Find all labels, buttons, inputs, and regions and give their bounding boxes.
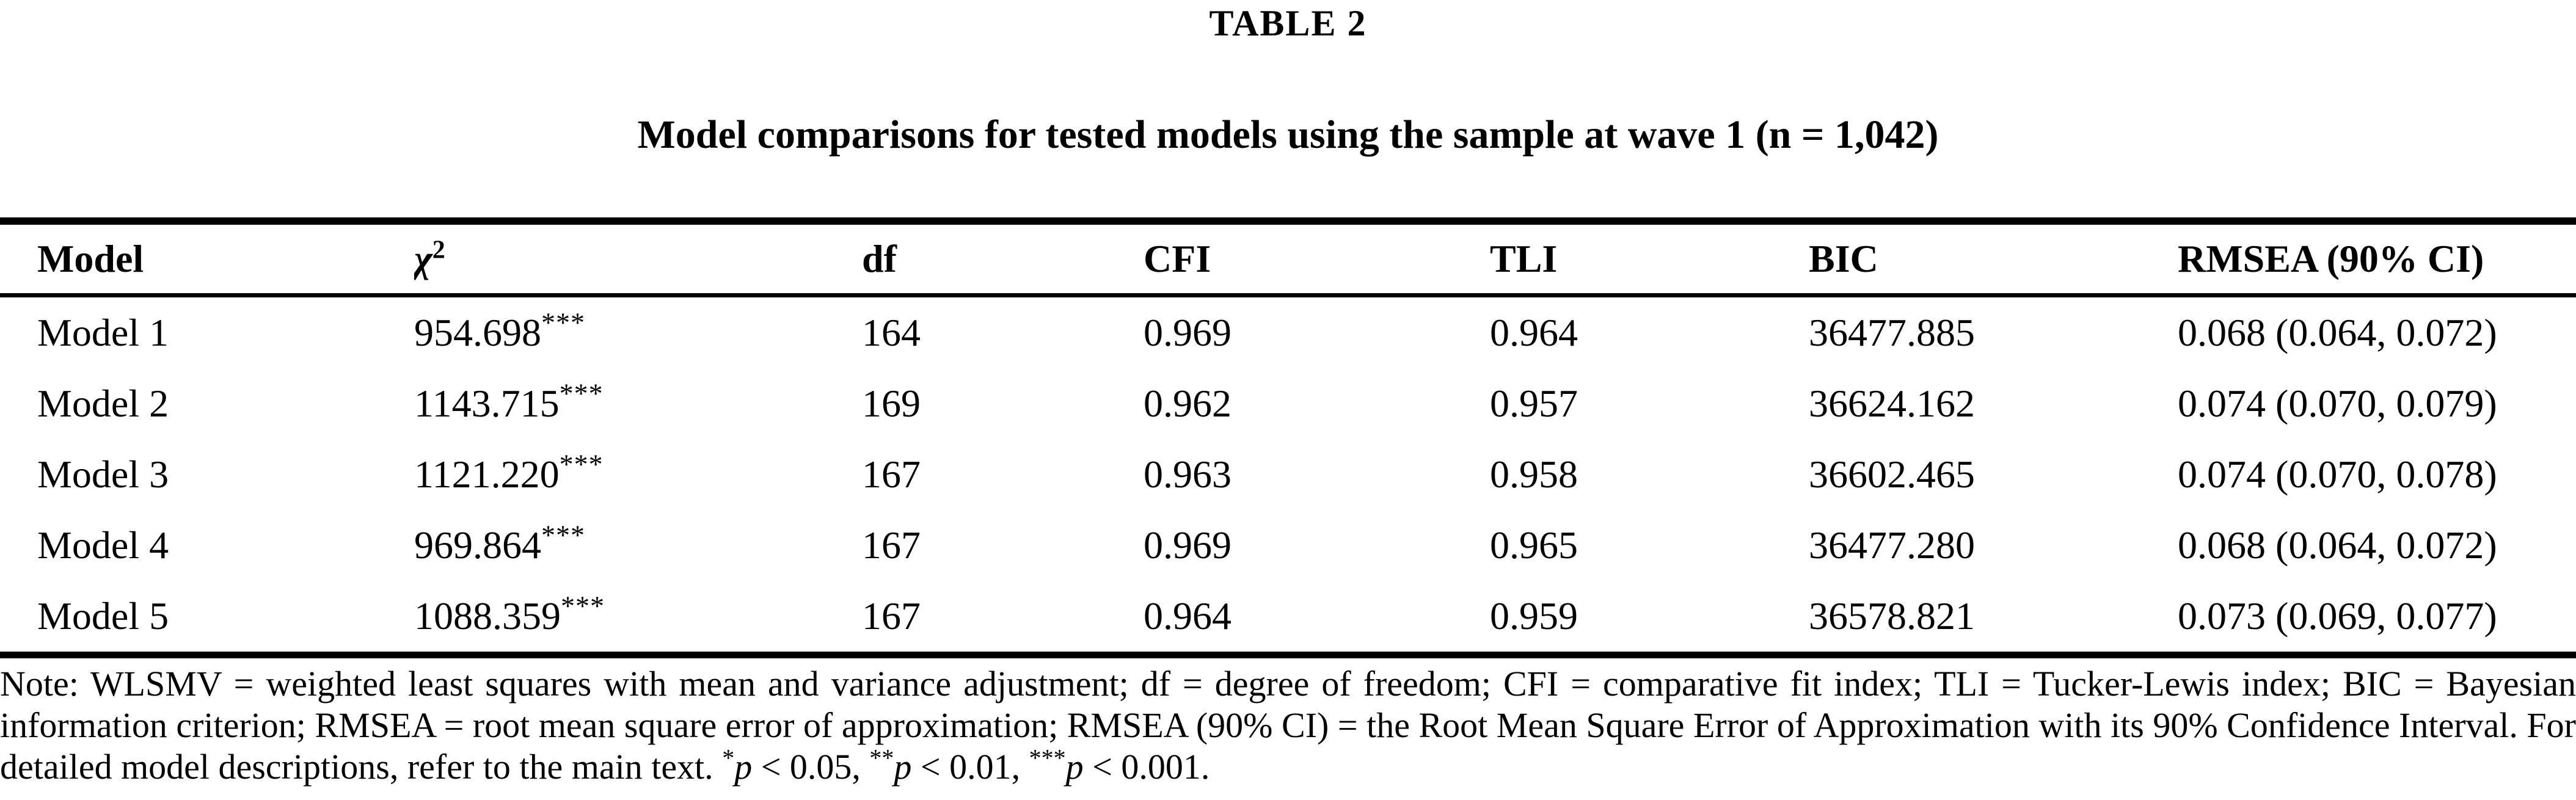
cell-model: Model 4 [37,523,169,567]
cell-bic: 36578.821 [1809,594,1975,638]
chi-square-value: 1143.715 [414,382,560,425]
p-symbol: p [1065,747,1084,787]
column-header-bic-label: BIC [1809,237,1878,280]
significance-stars: *** [561,590,605,622]
table-row: Model 2 1143.715*** 169 0.962 0.957 3662… [0,368,2576,439]
cell-chi-square: 969.864*** [414,510,862,581]
cell-rmsea: 0.068 (0.064, 0.072) [2178,523,2497,567]
cell-bic: 36624.162 [1809,382,1975,425]
cell-cfi: 0.969 [1144,523,1231,567]
significance-stars: *** [1029,744,1066,772]
cell-bic: 36602.465 [1809,453,1975,496]
cell-tli: 0.958 [1490,453,1578,496]
cell-chi-square: 954.698*** [414,296,862,369]
cell-cfi: 0.963 [1144,453,1231,496]
table-row: Model 1 954.698*** 164 0.969 0.964 36477… [0,296,2576,369]
column-header-tli: TLI [1490,221,1809,297]
column-header-bic: BIC [1809,221,2178,297]
column-header-df: df [862,221,1144,297]
chi-symbol: χ [414,237,432,280]
cell-chi-square: 1121.220*** [414,439,862,510]
cell-df: 167 [862,594,921,638]
cell-df: 167 [862,453,921,496]
cell-tli: 0.957 [1490,382,1578,425]
significance-stars: *** [559,377,604,409]
cell-rmsea: 0.068 (0.064, 0.072) [2178,311,2497,354]
cell-model: Model 5 [37,594,169,638]
cell-rmsea: 0.074 (0.070, 0.079) [2178,382,2497,425]
column-header-model-label: Model [37,237,144,280]
model-comparison-table: Model χ2 df CFI TLI BIC RMSEA (90% CI) M… [0,217,2576,658]
chi-square-value: 1088.359 [414,594,561,638]
note-body: Note: WLSMV = weighted least squares wit… [0,664,2576,787]
cell-model: Model 3 [37,453,169,496]
note-sig-threshold: < 0.05, [752,747,870,787]
cell-tli: 0.964 [1490,311,1578,354]
cell-df: 164 [862,311,921,354]
chi-square-value: 969.864 [414,523,541,567]
column-header-model: Model [0,221,414,297]
page-subtitle: Model comparisons for tested models usin… [637,112,1939,157]
column-header-chi-square: χ2 [414,221,862,297]
cell-df: 167 [862,523,921,567]
chi-square-value: 1121.220 [414,453,560,496]
cell-model: Model 2 [37,382,169,425]
cell-cfi: 0.969 [1144,311,1231,354]
column-header-rmsea-label: RMSEA (90% CI) [2178,237,2484,280]
note-sig-threshold: < 0.01, [911,747,1029,787]
column-header-df-label: df [862,237,897,280]
chi-exponent: 2 [432,236,445,264]
cell-df: 169 [862,382,921,425]
column-header-cfi: CFI [1144,221,1490,297]
cell-tli: 0.959 [1490,594,1578,638]
page-title: TABLE 2 [1209,3,1367,43]
significance-stars: *** [541,307,585,338]
header-row: Model χ2 df CFI TLI BIC RMSEA (90% CI) [0,221,2576,297]
cell-bic: 36477.885 [1809,311,1975,354]
column-header-tli-label: TLI [1490,237,1558,280]
p-symbol: p [894,747,912,787]
note-sig-threshold: < 0.001. [1083,747,1210,787]
cell-rmsea: 0.073 (0.069, 0.077) [2178,594,2497,638]
table-row: Model 4 969.864*** 167 0.969 0.965 36477… [0,510,2576,581]
cell-bic: 36477.280 [1809,523,1975,567]
column-header-cfi-label: CFI [1144,237,1211,280]
cell-cfi: 0.964 [1144,594,1231,638]
significance-stars: *** [559,448,604,480]
cell-chi-square: 1088.359*** [414,581,862,655]
cell-rmsea: 0.074 (0.070, 0.078) [2178,453,2497,496]
cell-tli: 0.965 [1490,523,1578,567]
chi-square-value: 954.698 [414,311,541,354]
cell-chi-square: 1143.715*** [414,368,862,439]
table-row: Model 3 1121.220*** 167 0.963 0.958 3660… [0,439,2576,510]
significance-stars: ** [869,744,894,772]
cell-cfi: 0.962 [1144,382,1231,425]
significance-stars: *** [541,519,585,551]
significance-stars: * [722,744,735,772]
cell-model: Model 1 [37,311,169,354]
table-note: Note: WLSMV = weighted least squares wit… [0,663,2576,788]
column-header-rmsea: RMSEA (90% CI) [2178,221,2576,297]
table-row: Model 5 1088.359*** 167 0.964 0.959 3657… [0,581,2576,655]
p-symbol: p [734,747,753,787]
